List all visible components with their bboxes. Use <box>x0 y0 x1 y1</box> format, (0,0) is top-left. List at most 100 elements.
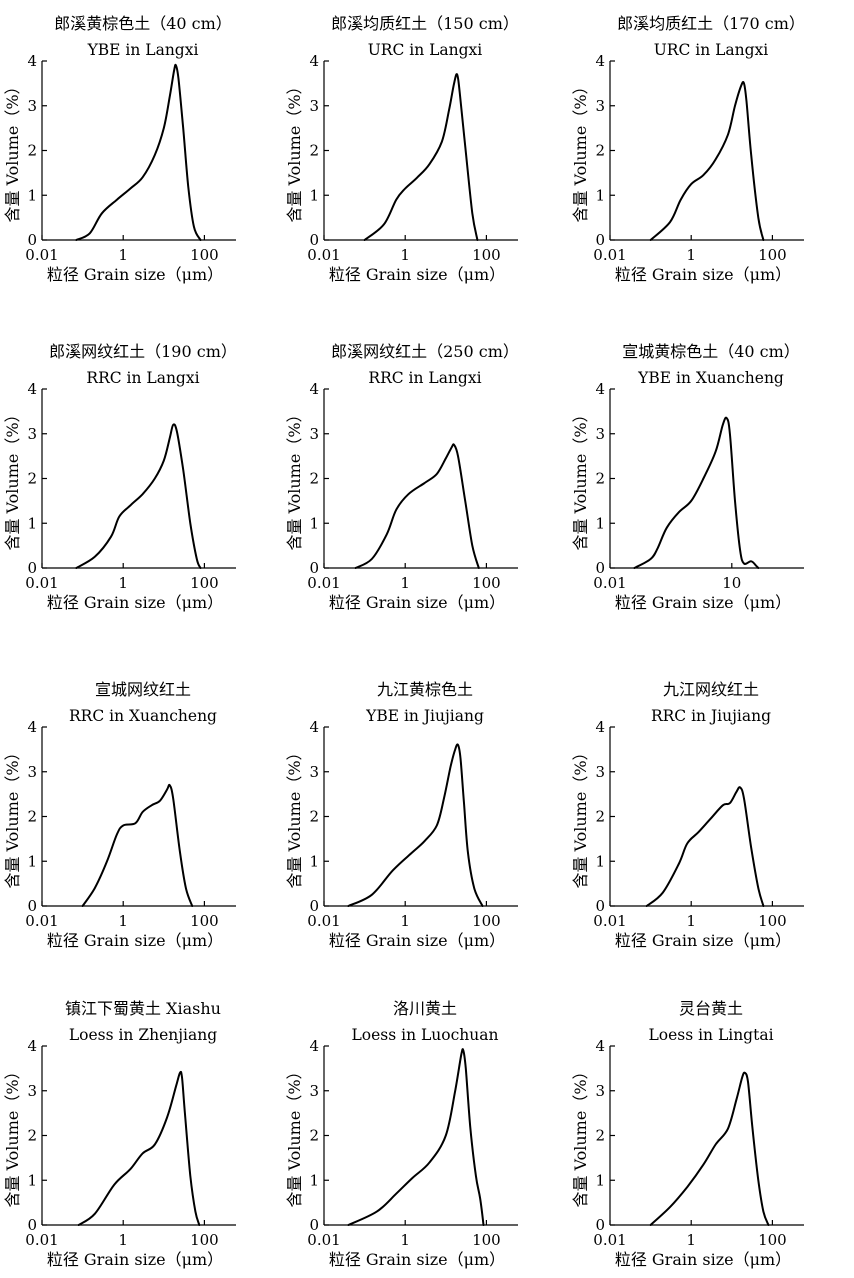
y-tick-label: 1 <box>27 852 37 870</box>
chart-panel-5: 郎溪网纹红土（250 cm） RRC in Langxi 0 1 2 3 4 0.01 1 100… <box>285 342 519 612</box>
y-axis-label: 含量 Volume（%） <box>3 1063 22 1207</box>
x-tick-label: 0.01 <box>25 246 58 264</box>
x-tick-label: 1 <box>686 246 696 264</box>
x-tick-label: 10 <box>722 574 741 592</box>
x-axis-label: 粒径 Grain size（μm） <box>329 931 505 950</box>
series-line <box>75 423 202 569</box>
y-tick-label: 2 <box>27 470 37 488</box>
x-tick-label: 0.01 <box>25 574 58 592</box>
x-tick-label: 1 <box>400 912 410 930</box>
x-tick-label: 1 <box>686 912 696 930</box>
chart-panel-3: 郎溪均质红土（170 cm） URC in Langxi 0 1 2 3 4 0.01 1 100… <box>571 14 805 284</box>
x-tick-label: 1 <box>400 246 410 264</box>
chart-title: 郎溪均质红土（170 cm） <box>617 14 805 33</box>
y-tick-label: 4 <box>595 1037 605 1055</box>
chart-subtitle: Loess in Luochuan <box>352 1026 499 1044</box>
y-tick-label: 4 <box>309 718 319 736</box>
series-line <box>645 786 765 907</box>
y-tick-label: 4 <box>309 52 319 70</box>
series-line <box>75 63 202 241</box>
chart-subtitle: RRC in Langxi <box>368 369 481 387</box>
series-line <box>354 443 480 569</box>
chart-title: 郎溪均质红土（150 cm） <box>331 14 519 33</box>
y-tick-label: 3 <box>27 97 37 115</box>
x-tick-label: 0.01 <box>307 574 340 592</box>
x-axis-label: 粒径 Grain size（μm） <box>47 931 223 950</box>
chart-subtitle: Loess in Zhenjiang <box>69 1026 217 1044</box>
y-axis-label: 含量 Volume（%） <box>3 744 22 888</box>
y-axis-label: 含量 Volume（%） <box>3 406 22 550</box>
x-tick-label: 1 <box>118 1231 128 1249</box>
series-line <box>633 416 760 569</box>
y-tick-label: 2 <box>595 142 605 160</box>
chart-title: 镇江下蜀黄土 Xiashu <box>65 999 221 1018</box>
y-tick-label: 3 <box>27 763 37 781</box>
y-tick-label: 4 <box>27 380 37 398</box>
y-tick-label: 1 <box>309 1171 319 1189</box>
x-tick-label: 1 <box>686 1231 696 1249</box>
chart-title: 宣城黄棕色土（40 cm） <box>622 342 800 361</box>
y-tick-label: 0 <box>595 231 605 249</box>
y-tick-label: 1 <box>27 514 37 532</box>
chart-subtitle: URC in Langxi <box>368 41 483 59</box>
chart-title: 灵台黄土 <box>679 999 743 1018</box>
y-tick-label: 0 <box>27 231 37 249</box>
y-axis-label: 含量 Volume（%） <box>571 744 590 888</box>
x-tick-label: 100 <box>472 1231 501 1249</box>
y-tick-label: 1 <box>309 514 319 532</box>
x-tick-label: 0.01 <box>593 1231 626 1249</box>
x-tick-label: 100 <box>758 912 787 930</box>
y-tick-label: 3 <box>309 425 319 443</box>
series-line <box>347 743 484 907</box>
x-tick-label: 100 <box>472 912 501 930</box>
chart-title: 九江黄棕色土 <box>377 680 473 699</box>
chart-panel-2: 郎溪均质红土（150 cm） URC in Langxi 0 1 2 3 4 0.01 1 100… <box>285 14 519 284</box>
y-tick-label: 4 <box>309 380 319 398</box>
y-tick-label: 0 <box>595 1216 605 1234</box>
series-line <box>649 1071 770 1226</box>
y-tick-label: 4 <box>595 52 605 70</box>
x-tick-label: 1 <box>118 574 128 592</box>
y-tick-label: 4 <box>27 718 37 736</box>
y-tick-label: 0 <box>309 559 319 577</box>
y-tick-label: 4 <box>27 52 37 70</box>
y-tick-label: 3 <box>27 1082 37 1100</box>
x-axis-label: 粒径 Grain size（μm） <box>329 1250 505 1269</box>
x-axis-label: 粒径 Grain size（μm） <box>615 931 791 950</box>
y-tick-label: 3 <box>595 1082 605 1100</box>
y-tick-label: 2 <box>27 1127 37 1145</box>
y-tick-label: 4 <box>309 1037 319 1055</box>
y-tick-label: 0 <box>27 897 37 915</box>
y-tick-label: 4 <box>595 718 605 736</box>
x-tick-label: 100 <box>190 574 219 592</box>
x-axis-label: 粒径 Grain size（μm） <box>615 265 791 284</box>
y-tick-label: 1 <box>27 1171 37 1189</box>
chart-subtitle: RRC in Xuancheng <box>69 707 217 725</box>
chart-subtitle: YBE in Jiujiang <box>365 707 484 725</box>
chart-title: 宣城网纹红土 <box>95 680 191 699</box>
x-axis-label: 粒径 Grain size（μm） <box>329 593 505 612</box>
y-tick-label: 2 <box>27 808 37 826</box>
x-axis-label: 粒径 Grain size（μm） <box>615 593 791 612</box>
y-tick-label: 3 <box>27 425 37 443</box>
y-tick-label: 2 <box>595 470 605 488</box>
y-tick-label: 1 <box>309 186 319 204</box>
y-axis-label: 含量 Volume（%） <box>285 406 304 550</box>
y-tick-label: 3 <box>595 763 605 781</box>
y-tick-label: 2 <box>309 142 319 160</box>
y-tick-label: 0 <box>309 1216 319 1234</box>
y-tick-label: 0 <box>595 559 605 577</box>
x-tick-label: 1 <box>118 246 128 264</box>
y-tick-label: 2 <box>595 808 605 826</box>
x-tick-label: 0.01 <box>307 1231 340 1249</box>
x-tick-label: 100 <box>190 1231 219 1249</box>
y-axis-label: 含量 Volume（%） <box>285 744 304 888</box>
series-line <box>77 1070 201 1226</box>
y-tick-label: 2 <box>309 808 319 826</box>
chart-subtitle: RRC in Jiujiang <box>651 707 771 725</box>
y-tick-label: 1 <box>595 186 605 204</box>
